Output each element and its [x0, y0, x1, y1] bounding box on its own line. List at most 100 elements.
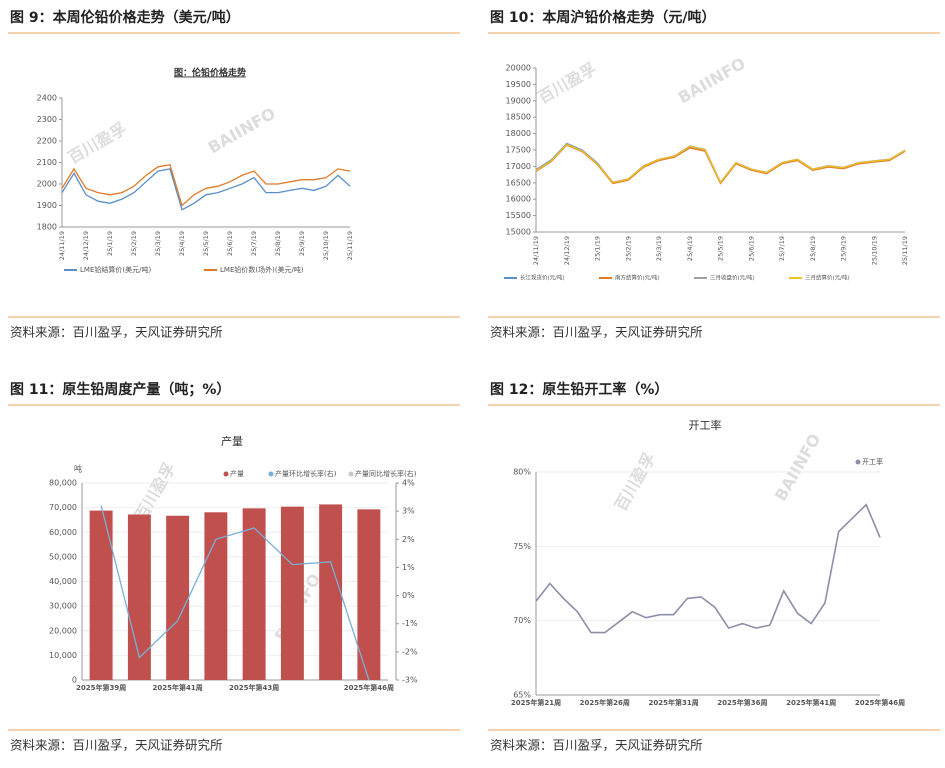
x-tick-label: 2025年第41周: [153, 683, 203, 692]
x-tick-label: 2025年第46周: [855, 698, 905, 707]
x-tick-label: 25/7/19: [250, 231, 258, 256]
y-label: 吨: [74, 464, 82, 474]
bar: [357, 509, 381, 680]
x-tick-label: 24/12/19: [82, 231, 90, 260]
y-tick-label: 17000: [506, 162, 531, 171]
y-tick-label: 16000: [506, 195, 531, 204]
y-tick-label: 50,000: [49, 552, 77, 561]
y-tick-label: 2100: [37, 158, 57, 167]
y-tick-label: 20,000: [49, 626, 77, 635]
y-tick-label: 2400: [37, 94, 57, 103]
heading: 图 9：本周伦铅价格走势（美元/吨）: [10, 9, 240, 26]
x-tick-label: 25/5/19: [202, 231, 210, 256]
y-tick-label: 65%: [513, 691, 531, 700]
heading: 图 11：原生铅周度产量（吨；%）: [10, 381, 230, 398]
source: 资料来源：百川盈孚，天风证券研究所: [490, 738, 703, 753]
y-tick-label: 40,000: [49, 577, 77, 586]
bar: [89, 510, 113, 680]
x-tick-label: 25/6/19: [226, 231, 234, 256]
y2-tick-label: -3%: [402, 676, 418, 685]
chart-title: 图：伦铅价格走势: [174, 67, 246, 79]
x-tick-label: 2025年第46周: [344, 683, 394, 692]
x-tick-label: 2025年第31周: [648, 698, 698, 707]
y-tick-label: 2000: [37, 180, 57, 189]
source: 资料来源：百川盈孚，天风证券研究所: [10, 738, 223, 753]
y2-tick-label: 1%: [402, 563, 415, 572]
bar: [127, 514, 151, 680]
line: [535, 143, 906, 184]
y-tick-label: 20000: [506, 64, 531, 73]
y2-tick-label: 4%: [402, 479, 415, 488]
legend-label: LME铅价数(场外)(美元/吨): [220, 265, 304, 274]
x-tick-label: 2025年第41周: [786, 698, 836, 707]
line: [535, 143, 906, 184]
source: 资料来源：百川盈孚，天风证券研究所: [10, 325, 223, 340]
legend-label: 开工率: [862, 457, 883, 466]
legend-label: 产量: [230, 469, 244, 478]
x-tick-label: 25/11/19: [901, 236, 909, 265]
bar: [280, 506, 304, 680]
bar: [319, 504, 343, 680]
chart-title: 产量: [221, 434, 243, 448]
y-tick-label: 1800: [37, 223, 57, 232]
y-tick-label: 60,000: [49, 528, 77, 537]
line: [535, 503, 881, 634]
x-tick-label: 25/4/19: [178, 231, 186, 256]
y-tick-label: 0: [72, 676, 77, 685]
line: [61, 168, 351, 211]
chart-title: 开工率: [689, 418, 722, 432]
watermark: BAIINFO: [675, 54, 749, 108]
x-tick-label: 25/8/19: [809, 236, 817, 261]
x-tick-label: 2025年第43周: [229, 683, 279, 692]
legend-label: LME铅结算价(美元/吨): [80, 265, 151, 274]
y2-tick-label: 2%: [402, 535, 415, 544]
line: [535, 144, 906, 185]
legend-swatch: [223, 471, 229, 477]
y2-tick-label: -1%: [402, 619, 418, 628]
x-tick-label: 25/9/19: [298, 231, 306, 256]
x-tick-label: 2025年第39周: [76, 683, 126, 692]
legend-label: 产量同比增长率(右): [355, 469, 417, 478]
x-tick-label: 25/10/19: [870, 236, 878, 265]
x-tick-label: 25/1/19: [594, 236, 602, 261]
y-tick-label: 1900: [37, 201, 57, 210]
source: 资料来源：百川盈孚，天风证券研究所: [490, 325, 703, 340]
y-tick-label: 18500: [506, 113, 531, 122]
x-tick-label: 25/6/19: [747, 236, 755, 261]
bar: [204, 512, 228, 680]
y-tick-label: 16500: [506, 178, 531, 187]
y2-tick-label: 3%: [402, 507, 415, 516]
x-tick-label: 25/1/19: [106, 231, 114, 256]
x-tick-label: 25/5/19: [717, 236, 725, 261]
x-tick-label: 25/4/19: [686, 236, 694, 261]
watermark: 百川盈孚: [65, 119, 130, 167]
rules: [8, 32, 940, 731]
x-tick-label: 25/11/19: [346, 231, 354, 260]
x-tick-label: 24/12/19: [563, 236, 571, 265]
x-tick-label: 25/2/19: [130, 231, 138, 256]
y-tick-label: 2300: [37, 115, 57, 124]
watermark: 百川盈孚: [535, 59, 600, 107]
line: [61, 163, 351, 207]
y-tick-label: 10,000: [49, 651, 77, 660]
x-tick-label: 25/9/19: [840, 236, 848, 261]
y-tick-label: 80%: [513, 468, 531, 477]
y2-tick-label: -2%: [402, 647, 418, 656]
line: [100, 505, 370, 681]
x-tick-label: 25/8/19: [274, 231, 282, 256]
heading: 图 10：本周沪铅价格走势（元/吨）: [490, 9, 715, 26]
x-tick-label: 2025年第36周: [717, 698, 767, 707]
bar: [242, 508, 266, 680]
heading: 图 12：原生铅开工率（%）: [490, 381, 668, 398]
x-tick-label: 2025年第21周: [511, 698, 561, 707]
y2-tick-label: 0%: [402, 591, 415, 600]
line: [535, 142, 906, 185]
watermark: 百川盈孚: [131, 459, 179, 524]
y-tick-label: 19000: [506, 96, 531, 105]
x-tick-label: 2025年第26周: [580, 698, 630, 707]
legend-label: 三月结算价(元/吨): [805, 274, 850, 282]
watermark: BAIINFO: [205, 104, 279, 158]
y-tick-label: 30,000: [49, 602, 77, 611]
x-tick-label: 25/10/19: [322, 231, 330, 260]
x-tick-label: 25/2/19: [624, 236, 632, 261]
